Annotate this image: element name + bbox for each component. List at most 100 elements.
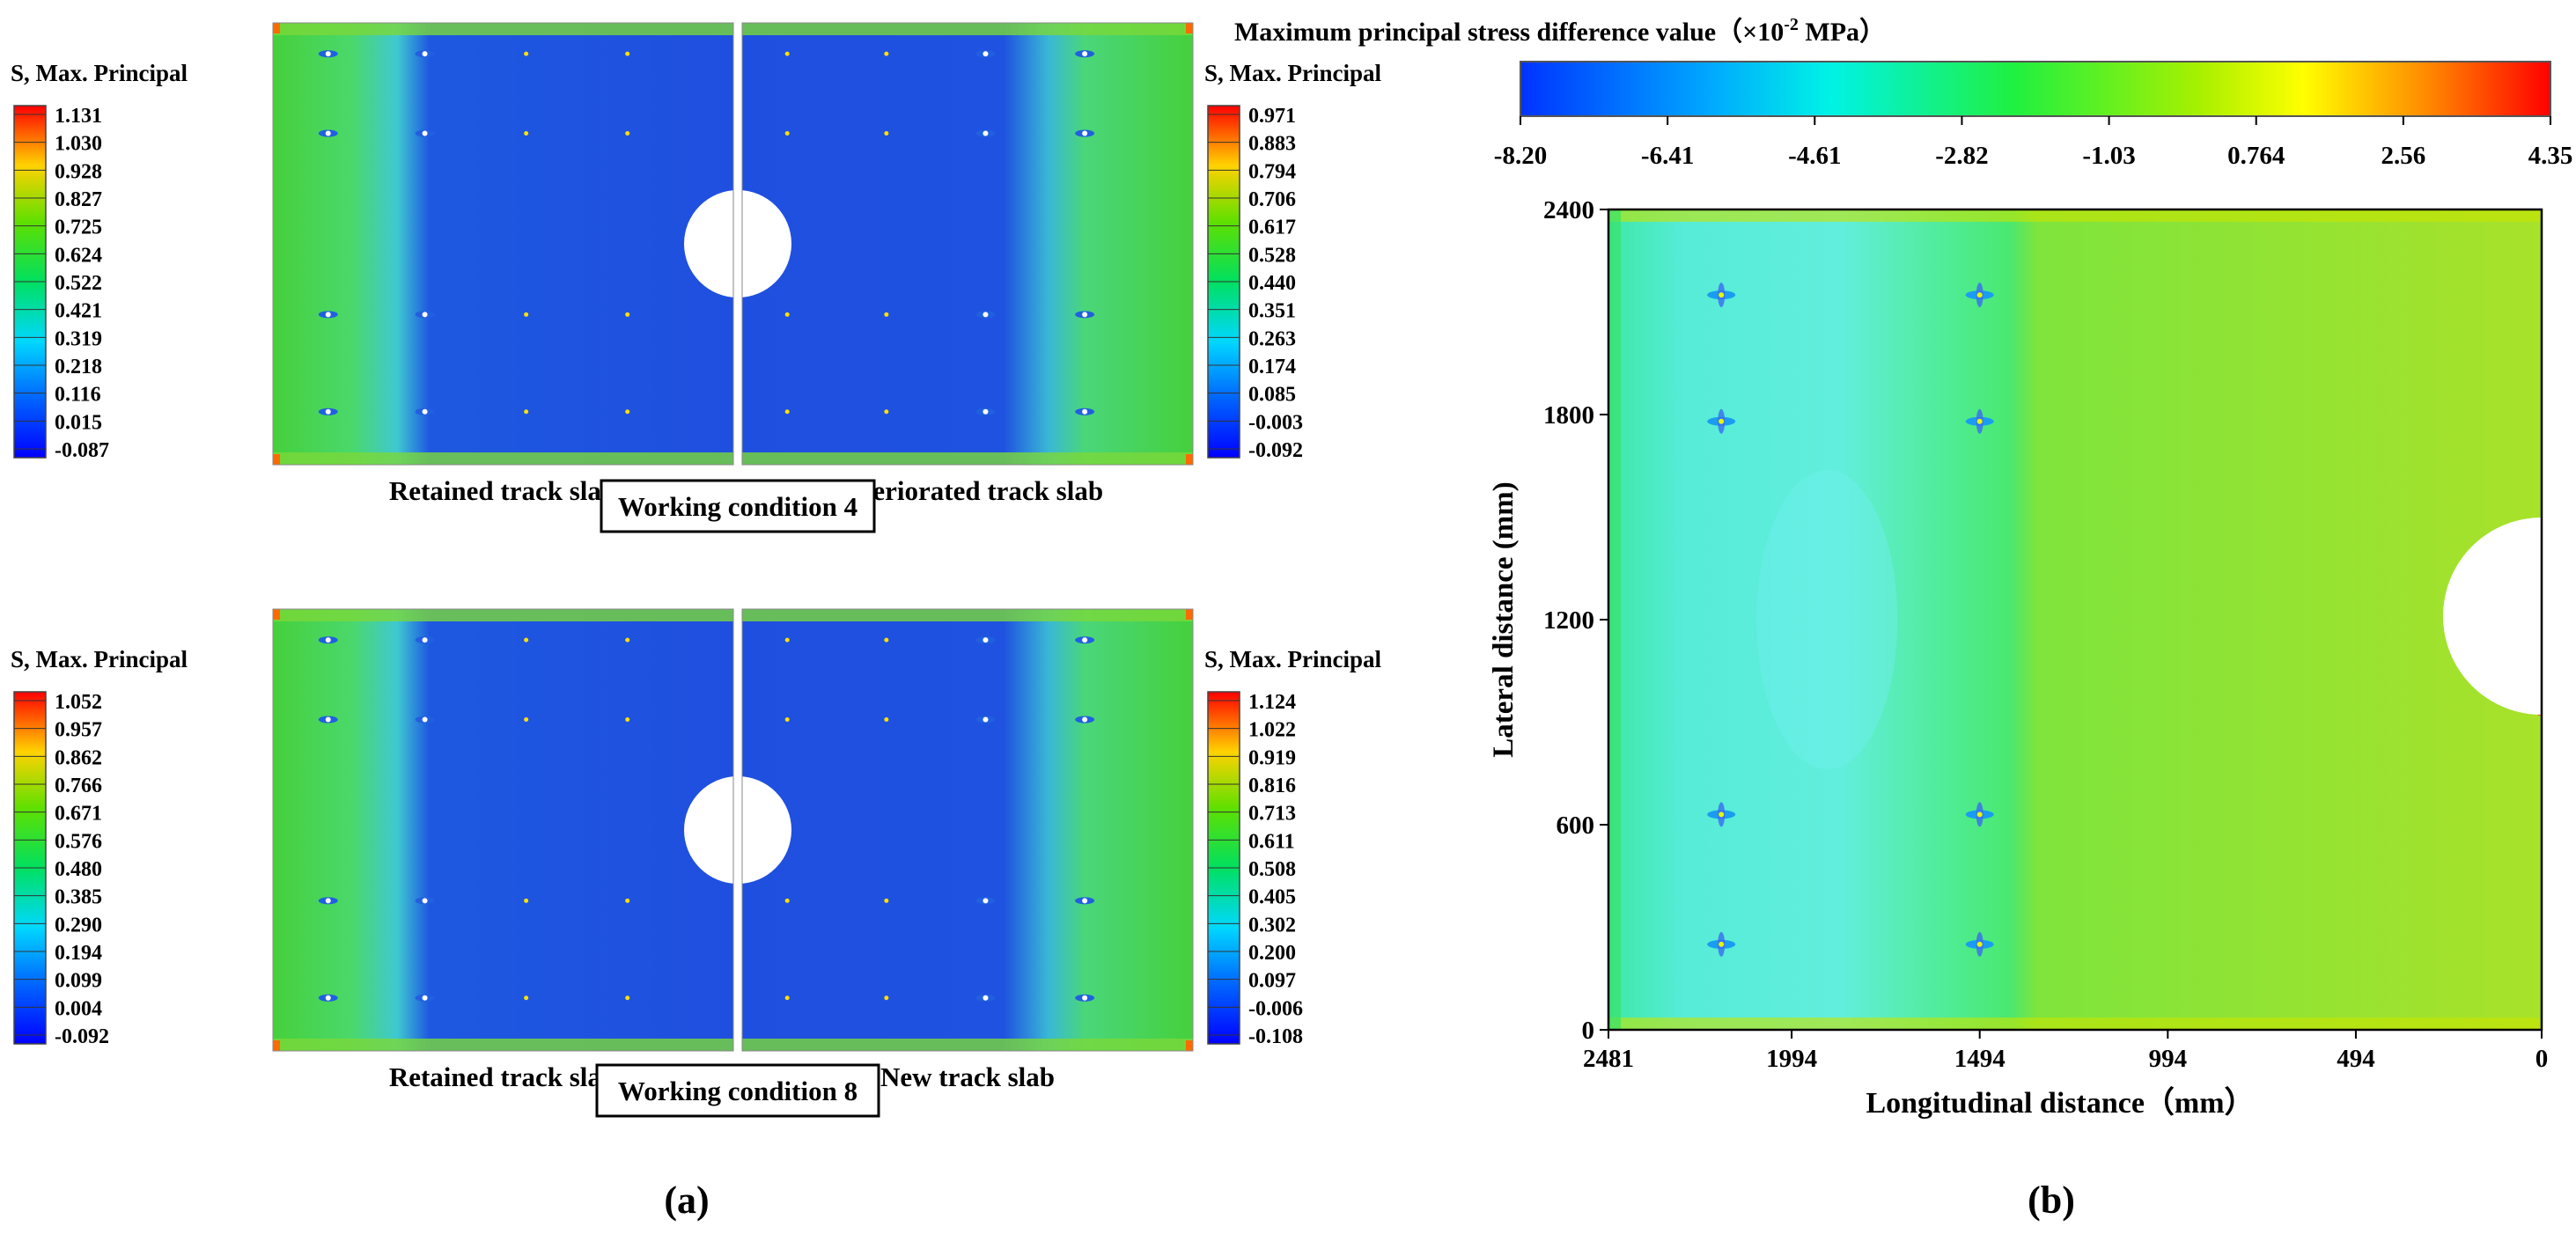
right-slab <box>742 23 1193 465</box>
legend-value: 0.263 <box>1248 327 1296 350</box>
fastener-dot <box>784 995 790 1001</box>
legend-value: 1.124 <box>1248 691 1296 714</box>
corner-hotspot <box>273 1040 280 1051</box>
legend-value: 1.131 <box>55 105 102 128</box>
fastener-dot <box>422 408 428 415</box>
legend-value: 0.766 <box>55 775 102 797</box>
panel-b: Maximum principal stress difference valu… <box>1234 15 2576 1222</box>
x-tick-label: 1494 <box>1954 1045 2006 1073</box>
slab-edge <box>742 609 1193 621</box>
fastener-dot <box>325 408 331 415</box>
legend-value: -0.092 <box>1248 439 1303 462</box>
fastener-dot <box>1082 716 1088 723</box>
fastener-dot <box>422 130 428 136</box>
colorbar <box>1520 61 2551 117</box>
y-tick-label: 1800 <box>1543 401 1594 430</box>
fastener-dot <box>325 312 331 318</box>
legend-value: 0.194 <box>55 942 102 965</box>
fastener-dot <box>784 51 790 56</box>
heatmap-edge-top <box>1608 209 2542 222</box>
legend-value: 0.116 <box>55 384 101 407</box>
fastener-dot <box>1082 312 1088 318</box>
slab-gap <box>733 23 742 465</box>
legend-value: 0.290 <box>55 914 102 937</box>
legend-value: -0.087 <box>55 439 109 462</box>
heatmap-axes: 2481 1994 1494 994 494 0 0 600 1200 1800 2400 <box>1543 196 2548 1073</box>
slab-edge <box>742 452 1193 465</box>
legend-value: 0.706 <box>1248 188 1296 211</box>
heatmap-edge-bottom <box>1608 1017 2542 1030</box>
colorbar-tick-label: -6.41 <box>1641 142 1694 170</box>
fastener-dot <box>524 717 529 722</box>
condition-title: Working condition 8 <box>618 1076 857 1106</box>
fastener-dot <box>524 131 529 136</box>
corner-hotspot <box>1186 609 1193 620</box>
fastener-dot <box>422 995 428 1001</box>
legend-value: 0.508 <box>1248 858 1296 881</box>
fastener-dot <box>422 716 428 723</box>
fastener-dot <box>524 51 529 56</box>
legend-value: 0.302 <box>1248 914 1296 937</box>
fastener-dot <box>1082 898 1088 904</box>
corner-hotspot <box>1186 454 1193 465</box>
legend-value: -0.006 <box>1248 997 1303 1020</box>
fastener-dot <box>983 130 989 136</box>
legend-value: 0.827 <box>55 188 102 211</box>
x-axis-label: Longitudinal distance（mm） <box>1866 1085 2254 1120</box>
fastener-dot <box>1082 130 1088 136</box>
right-slab-label: New track slab <box>880 1061 1055 1092</box>
fastener-dot <box>1719 941 1725 947</box>
left-legend: S, Max. Principal 1.131 1.030 0.928 0.827 0.7… <box>11 60 188 462</box>
legend-value: 0.385 <box>55 886 102 909</box>
legend-value: -0.092 <box>55 1025 109 1048</box>
y-tick-label: 0 <box>1582 1017 1595 1045</box>
fastener-dot <box>1976 292 1983 298</box>
panel-a-label: (a) <box>664 1179 709 1222</box>
left-slab <box>273 609 733 1051</box>
legend-value: 0.405 <box>1248 886 1296 909</box>
fastener-dot <box>884 717 889 722</box>
colorbar-ticks: -8.20 -6.41 -4.61 -2.82 -1.03 0.764 2.56 4.35 <box>1494 116 2572 170</box>
slab-edge <box>273 452 733 465</box>
fastener-dot <box>524 637 529 643</box>
fastener-dot <box>625 717 630 722</box>
panel-a: S, Max. Principal 1.131 1.030 0.928 0.827 0.7… <box>11 22 1381 1222</box>
fastener-dot <box>325 716 331 723</box>
slab-edge <box>273 609 733 621</box>
slab-edge <box>742 1039 1193 1051</box>
heatmap-cyan-zone <box>1756 470 1898 769</box>
heatmap-plot-area <box>1608 209 2542 1030</box>
colorbar-tick-label: 0.764 <box>2227 142 2285 170</box>
legend-value: 0.794 <box>1248 160 1296 183</box>
fastener-dot <box>422 637 428 643</box>
legend-value: 0.883 <box>1248 133 1296 156</box>
colorbar-title: Maximum principal stress difference valu… <box>1234 15 1886 47</box>
x-tick-label: 2481 <box>1583 1045 1634 1073</box>
corner-hotspot <box>1186 23 1193 33</box>
legend-value: 0.611 <box>1248 830 1295 853</box>
heatmap-overlay <box>1608 209 2542 1030</box>
fastener-dot <box>325 898 331 904</box>
left-slab-label: Retained track slab <box>389 1061 616 1092</box>
legend-value: 0.099 <box>55 970 102 993</box>
legend-value: 0.200 <box>1248 942 1296 965</box>
fastener-dot <box>983 995 989 1001</box>
legend-title: S, Max. Principal <box>1204 60 1381 86</box>
legend-value: 0.097 <box>1248 970 1296 993</box>
legend-value: 0.919 <box>1248 746 1296 769</box>
fastener-dot <box>1719 292 1725 298</box>
fastener-dot <box>884 131 889 136</box>
fastener-dot <box>325 995 331 1001</box>
fastener-dot <box>784 131 790 136</box>
legend-value: 0.725 <box>55 217 102 239</box>
legend-value: 0.957 <box>55 719 102 742</box>
y-tick-label: 600 <box>1557 812 1595 840</box>
corner-hotspot <box>1186 1040 1193 1051</box>
fastener-dot <box>625 898 630 903</box>
corner-hotspot <box>273 609 280 620</box>
legend-value: 0.319 <box>55 327 102 350</box>
y-tick-label: 1200 <box>1543 606 1594 635</box>
fastener-dot <box>784 312 790 317</box>
legend-value: 0.576 <box>55 830 102 853</box>
fastener-dot <box>422 898 428 904</box>
